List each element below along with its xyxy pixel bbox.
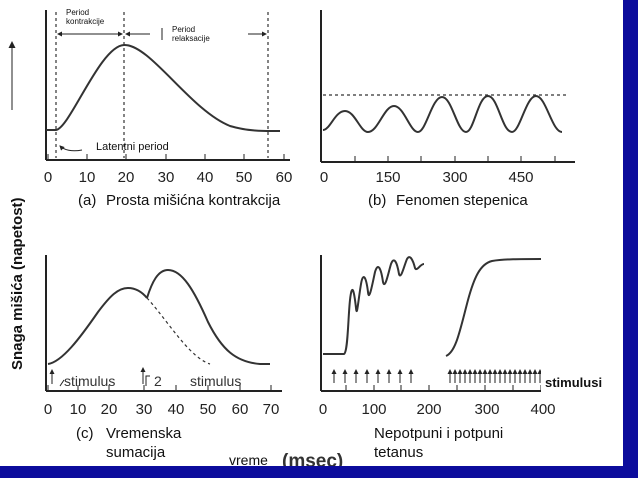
complete-tetanus-stimuli (447, 369, 543, 383)
panel-b-staircase-curve (322, 94, 563, 134)
panel-d-tick: 0 (319, 401, 327, 418)
panel-b-tick: 150 (375, 169, 400, 186)
panel-c-tick: 10 (70, 401, 87, 418)
panel-c-summation-curve (146, 268, 270, 365)
panel-a-tick: 10 (79, 169, 96, 186)
stimulus-1-label: stimulus (64, 373, 115, 389)
panel-d-tick: 300 (474, 401, 499, 418)
period-contraction-label-2: kontrakcije (66, 17, 105, 26)
muscle-contraction-figure: Snaga mišića (napetost) 0 10 20 30 (8, 8, 607, 466)
panel-b-title: Fenomen stepenica (396, 192, 528, 209)
panel-c-first-twitch-decay (146, 297, 211, 365)
panel-a-title: Prosta mišićna kontrakcija (106, 192, 281, 209)
panel-a-tick: 50 (236, 169, 253, 186)
period-contraction-label: Period (66, 8, 89, 17)
panel-c-tick: 50 (200, 401, 217, 418)
stimulus-2-leader (145, 375, 150, 386)
incomplete-tetanus-curve (323, 256, 425, 355)
stimulus-2-number: 2 (154, 373, 162, 389)
panel-c-first-twitch-curve (47, 286, 148, 365)
panel-c-tick: 60 (232, 401, 249, 418)
panel-c-title-2: sumacija (106, 444, 166, 461)
x-axis-label-prefix: vreme (229, 452, 268, 466)
panel-c: 0 10 20 30 40 50 60 70 stimulus (44, 255, 282, 461)
stimuli-label: stimulusi (545, 375, 602, 390)
figure-panel: Snaga mišića (napetost) 0 10 20 30 (0, 0, 623, 466)
panel-b-tick-marks (354, 156, 556, 162)
latent-period-arrow (59, 145, 83, 152)
y-axis-label: Snaga mišića (napetost) (9, 197, 26, 370)
panel-c-tick: 0 (44, 401, 52, 418)
panel-b-tick: 450 (508, 169, 533, 186)
panel-c-letter: (c) (76, 425, 94, 442)
panel-c-title: Vremenska (106, 425, 182, 442)
panel-a-tick: 20 (118, 169, 135, 186)
panel-d-tick: 200 (416, 401, 441, 418)
panel-a-letter: (a) (78, 192, 96, 209)
panel-d-title-2: tetanus (374, 444, 423, 461)
panel-d-tick: 100 (361, 401, 386, 418)
panel-c-tick: 20 (101, 401, 118, 418)
panel-d-tick: 400 (530, 401, 555, 418)
panel-a: 0 10 20 30 40 50 60 Period kontrakcije (44, 8, 293, 209)
latent-period-label: Latentni period (96, 141, 169, 153)
panel-a-twitch-curve (46, 43, 281, 133)
panel-d: 0 100 200 300 400 (319, 255, 607, 461)
stimuli-label-box (541, 370, 607, 394)
panel-a-tick: 40 (197, 169, 214, 186)
incomplete-tetanus-stimuli (331, 369, 414, 383)
panel-b: 0 150 300 450 (b) Fenomen stepenica (320, 10, 575, 209)
stimulus-2-label: stimulus (190, 373, 241, 389)
panel-a-tick: 0 (44, 169, 52, 186)
panel-b-tick: 300 (442, 169, 467, 186)
panel-c-tick: 30 (136, 401, 153, 418)
panel-c-tick-marks (47, 385, 272, 391)
panel-c-tick: 40 (168, 401, 185, 418)
panel-b-tick: 0 (320, 169, 328, 186)
panel-a-tick: 60 (276, 169, 293, 186)
complete-tetanus-curve (445, 258, 542, 357)
panel-d-title: Nepotpuni i potpuni (374, 425, 503, 442)
period-relaxation-label-2: relaksacije (172, 34, 210, 43)
panel-a-tick-marks (47, 154, 285, 160)
panel-a-tick: 30 (158, 169, 175, 186)
panel-b-letter: (b) (368, 192, 386, 209)
panel-c-tick: 70 (263, 401, 280, 418)
period-relaxation-label: Period (172, 25, 195, 34)
stimulus-1-leader (59, 379, 65, 387)
x-axis-label-unit: (msec) (282, 451, 343, 466)
